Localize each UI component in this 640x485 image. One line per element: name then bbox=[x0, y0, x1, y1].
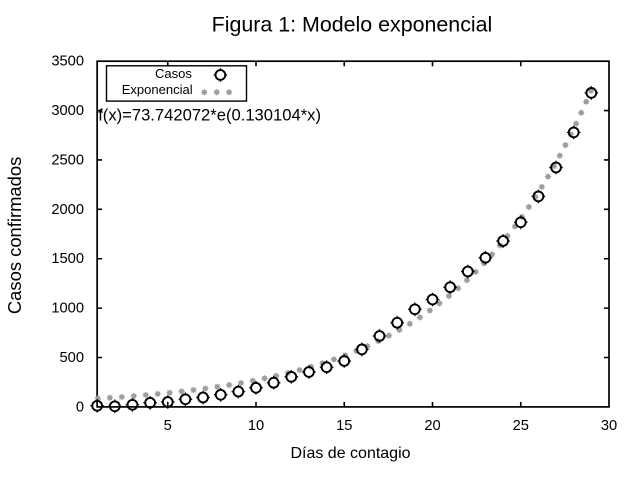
svg-text:3000: 3000 bbox=[51, 103, 84, 119]
svg-text:Casos: Casos bbox=[155, 66, 192, 81]
svg-text:0: 0 bbox=[76, 399, 84, 415]
svg-text:500: 500 bbox=[59, 350, 84, 366]
svg-text:1500: 1500 bbox=[51, 251, 84, 267]
svg-text:15: 15 bbox=[336, 418, 352, 434]
svg-text:2500: 2500 bbox=[51, 152, 84, 168]
svg-text:Exponencial: Exponencial bbox=[122, 82, 193, 97]
svg-text:Días de contagio: Días de contagio bbox=[290, 445, 410, 462]
svg-text:2000: 2000 bbox=[51, 202, 84, 218]
svg-text:30: 30 bbox=[601, 418, 617, 434]
svg-text:5: 5 bbox=[164, 418, 172, 434]
svg-text:Casos confirmados: Casos confirmados bbox=[4, 157, 25, 314]
svg-text:10: 10 bbox=[248, 418, 264, 434]
svg-text:f(x)=73.742072*e(0.130104*x): f(x)=73.742072*e(0.130104*x) bbox=[98, 106, 321, 125]
svg-text:3500: 3500 bbox=[51, 54, 84, 70]
svg-text:25: 25 bbox=[513, 418, 529, 434]
svg-text:Figura 1: Modelo exponencial: Figura 1: Modelo exponencial bbox=[212, 13, 493, 37]
svg-text:20: 20 bbox=[424, 418, 440, 434]
svg-text:1000: 1000 bbox=[51, 301, 84, 317]
